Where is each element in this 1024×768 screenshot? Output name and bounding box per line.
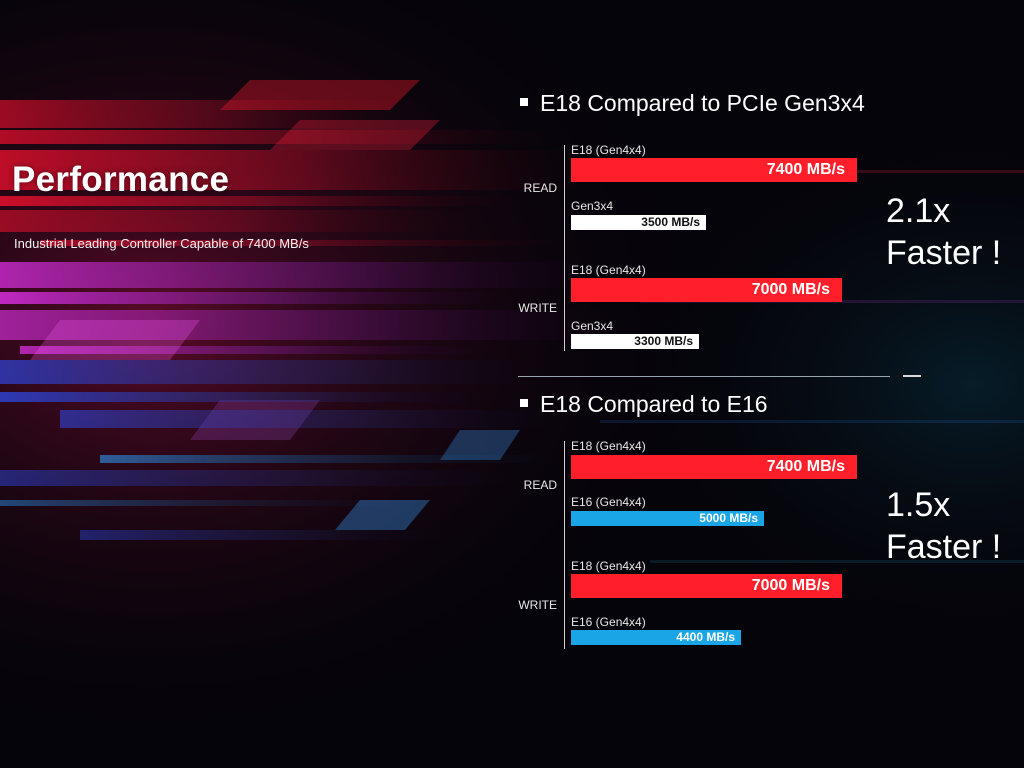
chart-1-bar-value-label: 7400 MB/s bbox=[766, 161, 845, 178]
chart-1-bar-label: E18 (Gen4x4) bbox=[571, 143, 646, 157]
chart-1-annotation: 2.1x Faster ! bbox=[886, 190, 1001, 274]
chart-1-annotation-ratio: 2.1x bbox=[886, 192, 951, 230]
chart-2-bar-value-label: 5000 MB/s bbox=[699, 511, 758, 525]
chart-2-group-label-read: READ bbox=[523, 478, 557, 492]
chart-1-bar-value-label: 3500 MB/s bbox=[641, 215, 700, 229]
chart-2-bar-value-label: 4400 MB/s bbox=[676, 630, 735, 644]
chart-1-bar-value-label: 7000 MB/s bbox=[751, 281, 830, 298]
chart-1-bar-value-label: 3300 MB/s bbox=[634, 334, 693, 348]
bullet-square-icon bbox=[520, 97, 528, 106]
chart-2-title: E18 Compared to E16 bbox=[520, 391, 768, 418]
chart-2-bar-label: E18 (Gen4x4) bbox=[571, 559, 646, 573]
chart-2-bar-value-label: 7000 MB/s bbox=[751, 577, 830, 594]
chart-2-title-text: E18 Compared to E16 bbox=[540, 391, 768, 417]
chart-1-bar-write: 3300 MB/s bbox=[571, 334, 699, 349]
chart-2-bar-label: E18 (Gen4x4) bbox=[571, 439, 646, 453]
hero-title: Performance bbox=[12, 160, 230, 199]
chart-1-bar-write: 7000 MB/s bbox=[571, 278, 842, 302]
chart-1-bar-label: E18 (Gen4x4) bbox=[571, 263, 646, 277]
chart-2-bar-value-label: 7400 MB/s bbox=[766, 458, 845, 475]
chart-1-group-label-write: WRITE bbox=[518, 301, 557, 315]
chart-1-group-label-read: READ bbox=[523, 181, 557, 195]
chart-1-bar-label: Gen3x4 bbox=[571, 319, 614, 333]
chart-2-axis-line bbox=[564, 441, 565, 649]
chart-1-bar-label: Gen3x4 bbox=[571, 199, 614, 213]
chart-2-bar-read: 7400 MB/s bbox=[571, 455, 857, 479]
section-divider bbox=[518, 376, 890, 377]
chart-2-bar-write: 7000 MB/s bbox=[571, 574, 842, 598]
chart-1-title-text: E18 Compared to PCIe Gen3x4 bbox=[540, 90, 865, 116]
section-divider-accent bbox=[903, 375, 921, 377]
chart-2-annotation-ratio: 1.5x bbox=[886, 486, 951, 524]
bullet-square-icon bbox=[520, 398, 528, 407]
hero-subtitle: Industrial Leading Controller Capable of… bbox=[14, 236, 309, 251]
chart-1-title: E18 Compared to PCIe Gen3x4 bbox=[520, 90, 865, 117]
chart-2-bar-label: E16 (Gen4x4) bbox=[571, 615, 646, 629]
chart-1-axis-line bbox=[564, 145, 565, 351]
chart-2-annotation-text: Faster ! bbox=[886, 528, 1002, 566]
chart-2-group-label-write: WRITE bbox=[518, 598, 557, 612]
chart-2-bar-read: 5000 MB/s bbox=[571, 511, 764, 526]
chart-1-bar-read: 7400 MB/s bbox=[571, 158, 857, 182]
chart-1-annotation-text: Faster ! bbox=[886, 234, 1002, 272]
chart-2-bar-label: E16 (Gen4x4) bbox=[571, 495, 646, 509]
chart-1-bar-read: 3500 MB/s bbox=[571, 215, 706, 230]
chart-2-annotation: 1.5x Faster ! bbox=[886, 484, 1001, 568]
chart-2-bar-write: 4400 MB/s bbox=[571, 630, 741, 645]
